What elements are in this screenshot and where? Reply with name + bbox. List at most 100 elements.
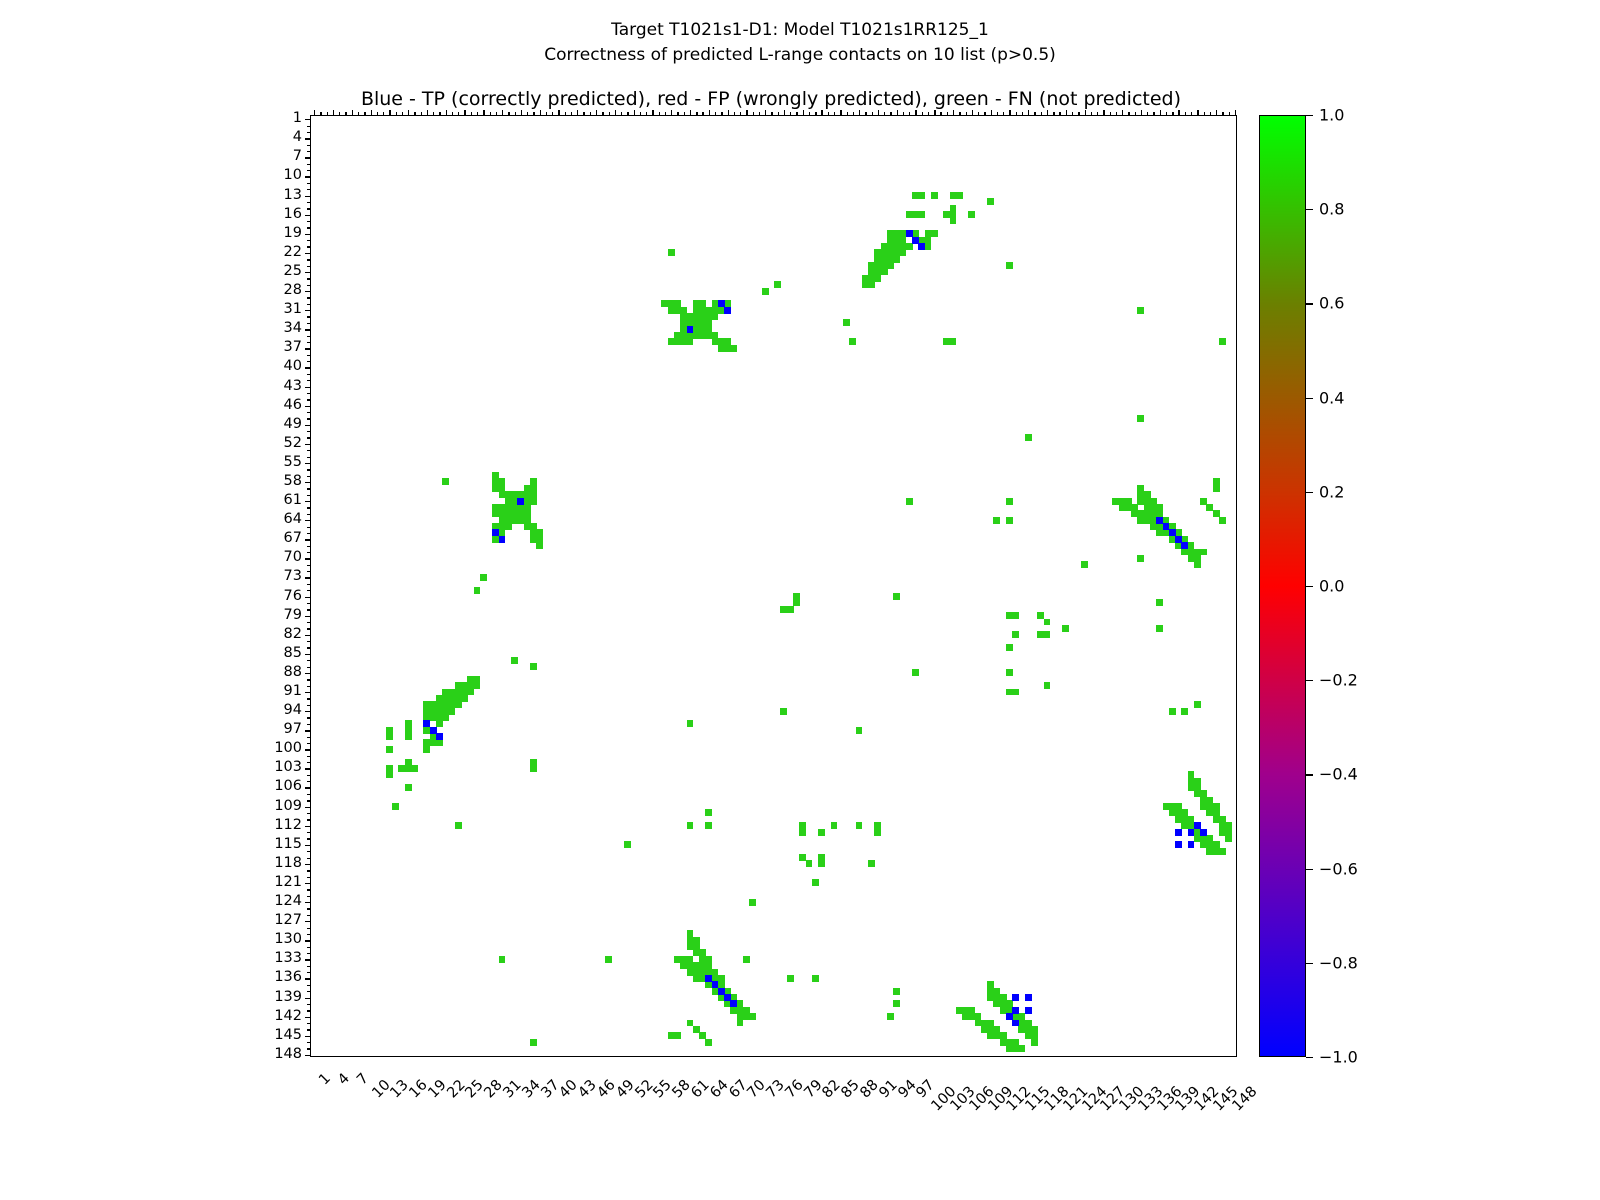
contact-cell-fn	[442, 701, 450, 709]
contact-cell-fn	[993, 994, 1001, 1001]
contact-cell-fn	[686, 936, 694, 944]
y-axis-tick-label: 88	[283, 663, 302, 680]
contact-cell-fn	[1062, 624, 1070, 632]
contact-cell-fn	[661, 300, 669, 308]
x-axis-tick	[514, 112, 516, 116]
y-axis-tick	[307, 583, 311, 586]
contact-cell-fn	[705, 968, 713, 976]
y-axis-tick	[307, 908, 311, 910]
contact-cell-tp	[435, 733, 443, 741]
contact-cell-fn	[968, 1013, 976, 1021]
contact-cell-fn	[686, 930, 694, 938]
y-axis-tick	[305, 997, 311, 999]
contact-cell-fn	[1143, 503, 1151, 511]
y-axis-tick	[307, 418, 311, 420]
contact-cell-fn	[874, 268, 882, 276]
contact-cell-fn	[987, 198, 995, 206]
contact-cell-fn	[1150, 523, 1157, 530]
x-axis-tick	[758, 112, 761, 116]
contact-cell-fn	[523, 516, 531, 524]
x-axis-tick	[1172, 112, 1174, 116]
y-axis-tick-label: 7	[292, 148, 302, 165]
contact-cell-fn	[699, 955, 706, 963]
y-axis-tick-label: 34	[283, 320, 302, 337]
contact-cell-fn	[523, 503, 531, 511]
y-axis-tick-label: 145	[274, 1026, 302, 1043]
contact-cell-fn	[818, 854, 825, 861]
contact-cell-fn	[811, 879, 819, 887]
x-axis-tick	[890, 112, 892, 116]
contact-cell-fn	[993, 1032, 1001, 1040]
contact-cell-fn	[711, 338, 719, 346]
x-axis-tick	[326, 112, 328, 116]
contact-cell-fn	[1137, 414, 1145, 422]
contact-cell-fn	[429, 713, 437, 721]
y-axis-tick	[307, 513, 311, 516]
contact-cell-fn	[980, 1025, 988, 1033]
x-axis-tick	[1103, 110, 1105, 116]
contact-cell-tp	[1024, 994, 1032, 1001]
contact-cell-fn	[717, 306, 725, 314]
contact-cell-fn	[686, 338, 694, 346]
x-axis-tick	[1072, 112, 1074, 116]
x-axis-tick	[984, 112, 986, 116]
x-axis-tick	[953, 110, 955, 116]
y-axis-tick-label: 73	[283, 568, 302, 585]
y-axis-tick	[305, 730, 311, 732]
x-axis-tick	[721, 112, 723, 116]
y-axis-tick-label: 25	[283, 262, 302, 279]
contact-cell-fn	[673, 306, 681, 314]
contact-cell-fn	[1206, 847, 1214, 855]
x-axis-tick	[733, 112, 736, 116]
contact-cell-fn	[667, 249, 675, 257]
x-axis-tick	[777, 112, 779, 116]
x-axis-tick	[314, 110, 316, 116]
y-axis-tick	[307, 832, 311, 834]
contact-cell-fn	[1143, 497, 1151, 505]
contact-cell-fn	[461, 682, 468, 690]
y-axis-tick	[307, 208, 311, 210]
x-axis-tick	[921, 112, 923, 116]
contact-cell-fn	[511, 491, 518, 499]
contact-cell-fn	[968, 1006, 976, 1014]
contact-cell-fn	[1212, 478, 1220, 486]
x-axis-tick	[627, 112, 629, 116]
y-axis-tick	[305, 481, 311, 484]
y-axis-tick	[307, 889, 311, 891]
contact-cell-fn	[999, 1006, 1007, 1014]
contact-cell-fn	[1200, 548, 1207, 556]
x-axis-tick	[639, 112, 642, 116]
contact-cell-fn	[673, 332, 681, 340]
x-axis-tick	[408, 110, 410, 116]
colorbar-tick	[1306, 1057, 1313, 1059]
y-axis-tick	[305, 634, 311, 637]
contact-cell-fn	[742, 955, 750, 963]
contact-cell-fn	[511, 516, 518, 524]
contact-cell-fn	[686, 822, 694, 830]
x-axis-tick	[821, 110, 823, 116]
y-axis-tick	[307, 679, 311, 681]
y-axis-tick	[305, 959, 311, 961]
y-axis-tick	[305, 157, 311, 159]
x-axis-tick	[1065, 110, 1068, 116]
contact-cell-fn	[529, 529, 537, 537]
contact-cell-fn	[404, 720, 412, 728]
contact-cell-fn	[868, 274, 875, 282]
contact-cell-fn	[1206, 809, 1214, 817]
contact-cell-fn	[1206, 796, 1214, 804]
y-axis-tick	[307, 641, 311, 643]
y-axis-tick	[307, 494, 311, 496]
y-axis-tick	[305, 692, 311, 694]
y-axis-tick-label: 109	[274, 797, 302, 814]
y-axis-tick	[307, 456, 311, 458]
contact-cell-fn	[1012, 1013, 1020, 1021]
contact-map-plot[interactable]	[305, 110, 1237, 1057]
x-axis-tick	[808, 112, 811, 116]
y-axis-tick	[307, 144, 311, 146]
contact-cell-fn	[1150, 510, 1157, 518]
contact-cell-fn	[529, 491, 537, 499]
y-axis-tick	[305, 806, 311, 808]
x-axis-tick	[401, 112, 404, 116]
y-axis-tick-label: 46	[283, 396, 302, 413]
contact-cell-fn	[1137, 554, 1145, 562]
